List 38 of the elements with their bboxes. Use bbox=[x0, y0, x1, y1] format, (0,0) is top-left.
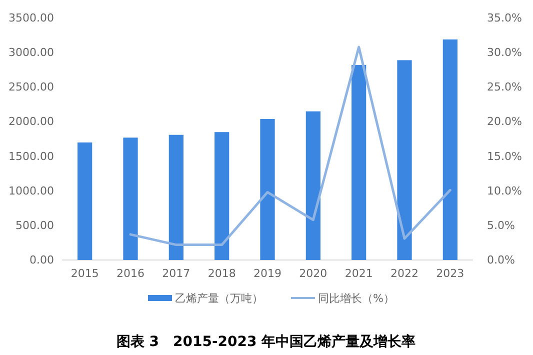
y2-tick-label: 15.0% bbox=[487, 150, 522, 163]
line-series bbox=[129, 46, 452, 246]
y2-tick-label: 35.0% bbox=[487, 12, 522, 25]
x-tick-label: 2017 bbox=[162, 266, 190, 280]
x-tick-label: 2018 bbox=[208, 266, 236, 280]
bar bbox=[442, 39, 458, 260]
bar bbox=[397, 60, 412, 260]
legend-label: 乙烯产量（万吨） bbox=[175, 292, 263, 305]
legend-label: 同比增长（%） bbox=[318, 292, 394, 305]
y-tick-label: 3000.00 bbox=[8, 46, 54, 60]
bar bbox=[352, 65, 366, 260]
bar bbox=[306, 111, 320, 260]
x-tick-label: 2015 bbox=[70, 266, 99, 280]
text: 图表 3 2015-2023 年中国乙烯产量及增长率 bbox=[116, 333, 416, 350]
bar bbox=[214, 132, 230, 260]
y2-tick-label: 25.0% bbox=[487, 80, 522, 94]
x-tick-label: 2020 bbox=[299, 266, 328, 280]
y-tick-label: 500.00 bbox=[16, 218, 54, 232]
y-tick-label: 1500.00 bbox=[8, 150, 54, 163]
y2-tick-label: 10.0% bbox=[487, 184, 522, 198]
x-tick-label: 2021 bbox=[344, 266, 373, 280]
x-tick-label: 2016 bbox=[116, 266, 144, 280]
y-tick-label: 2000.00 bbox=[8, 115, 54, 128]
y2-tick-label: 0.0% bbox=[487, 254, 515, 267]
bar bbox=[78, 142, 92, 260]
y-tick-label: 1000.00 bbox=[8, 184, 54, 198]
y-tick-label: 2500.00 bbox=[8, 80, 54, 94]
x-tick-label: 2023 bbox=[436, 266, 464, 280]
y-tick-label: 3500.00 bbox=[8, 12, 54, 25]
bar bbox=[260, 118, 275, 260]
x-tick-label: 2022 bbox=[390, 266, 418, 280]
x-tick-label: 2019 bbox=[254, 266, 282, 280]
bar bbox=[168, 134, 184, 260]
y2-tick-label: 5.0% bbox=[487, 218, 515, 232]
y2-tick-label: 20.0% bbox=[487, 115, 522, 128]
y-tick-label: 0.00 bbox=[30, 254, 54, 267]
bar bbox=[123, 138, 138, 260]
y2-tick-label: 30.0% bbox=[487, 46, 522, 60]
